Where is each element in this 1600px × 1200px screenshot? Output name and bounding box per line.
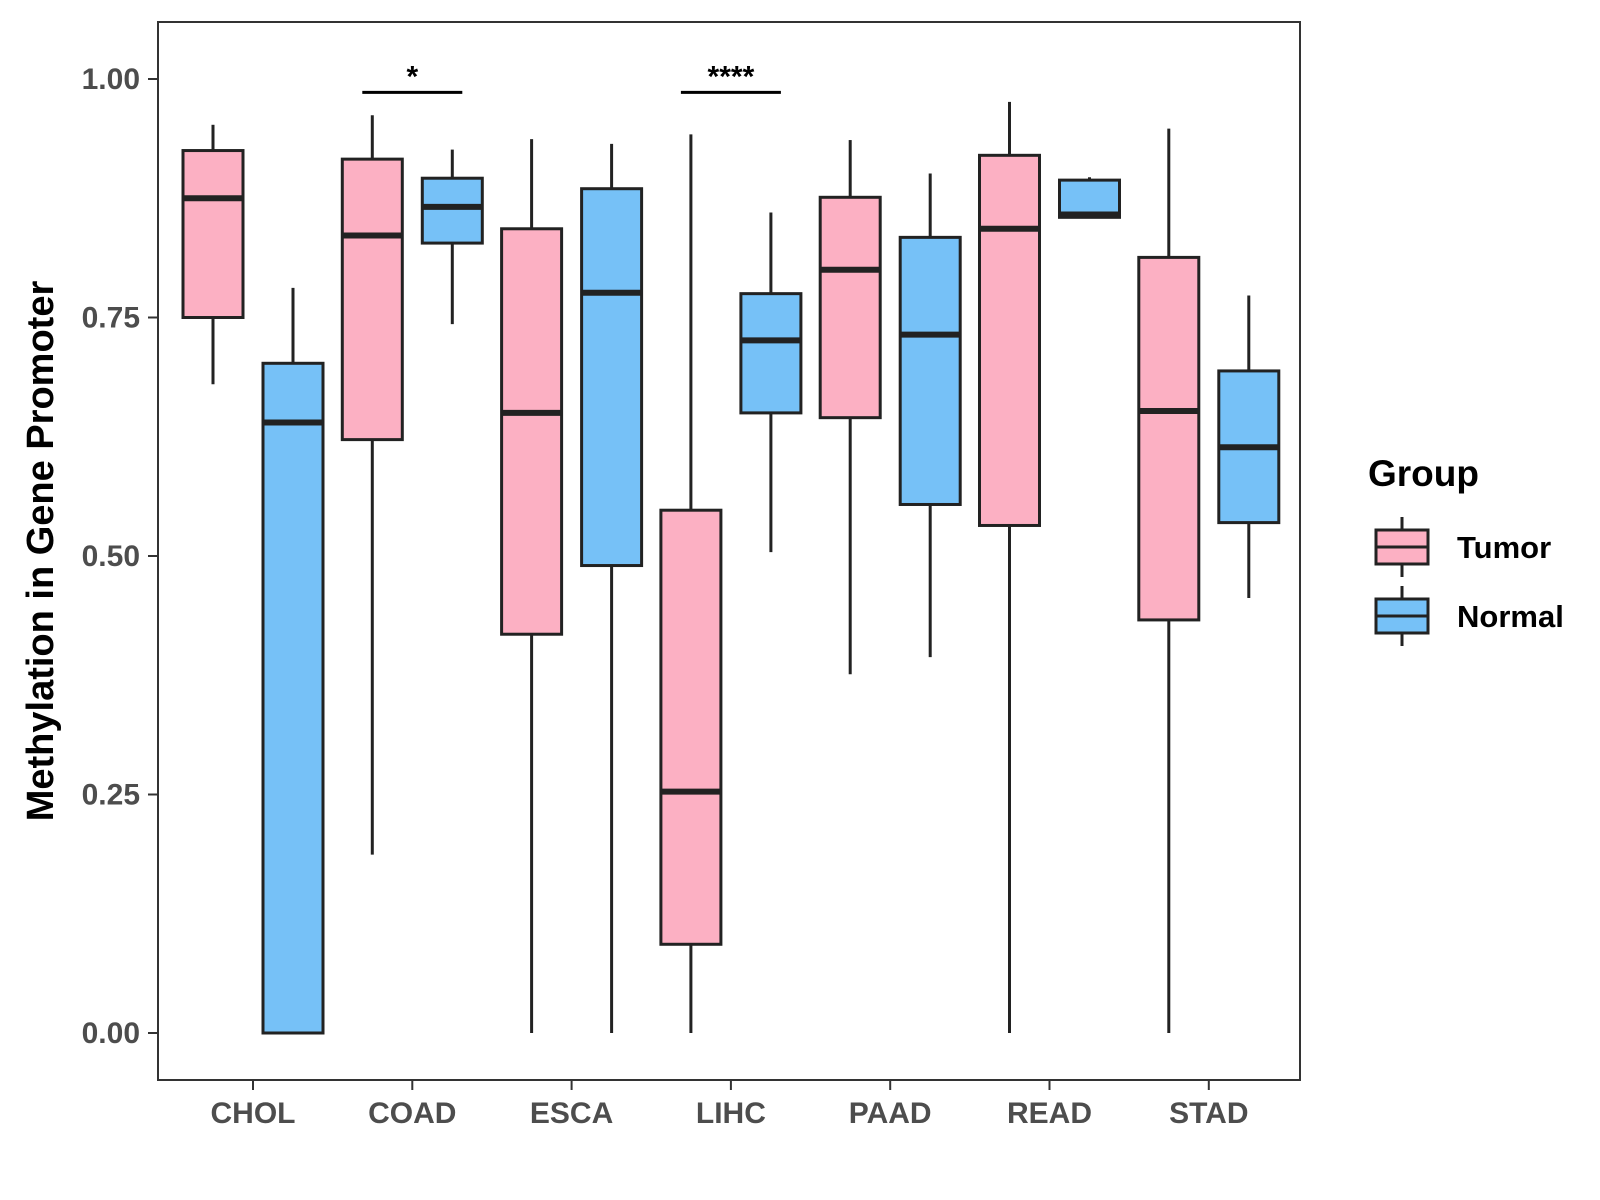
y-tick-label: 0.00 <box>82 1017 140 1050</box>
x-tick-label: READ <box>1007 1097 1092 1130</box>
box-body <box>818 195 882 420</box>
y-axis: 0.00 0.25 0.50 0.75 1.00 <box>82 63 158 1050</box>
legend-item-normal: Normal <box>1374 586 1564 646</box>
y-tick-label: 0.50 <box>82 540 140 573</box>
box-tumor-chol <box>181 124 245 385</box>
legend: Group Tumor Normal <box>1368 453 1564 646</box>
panel-border <box>157 21 1301 1081</box>
plot-area <box>181 101 1281 1035</box>
box-body <box>1137 255 1201 622</box>
box-tumor-paad <box>818 140 882 675</box>
box-body <box>659 508 723 946</box>
y-tick-label: 0.25 <box>82 779 140 812</box>
box-normal-stad <box>1217 295 1281 598</box>
significance-label: **** <box>708 60 755 93</box>
box-tumor-stad <box>1137 128 1201 1033</box>
box-body <box>739 292 803 415</box>
box-body <box>181 149 245 319</box>
box-body <box>978 153 1041 527</box>
x-tick-label: ESCA <box>530 1097 613 1130</box>
box-body <box>1058 178 1121 219</box>
x-tick-label: COAD <box>368 1097 456 1130</box>
box-tumor-read <box>978 101 1041 1033</box>
box-normal-chol <box>261 287 325 1035</box>
box-body <box>420 176 484 245</box>
x-tick-label: PAAD <box>849 1097 932 1130</box>
box-normal-esca <box>580 143 644 1033</box>
legend-label: Tumor <box>1457 530 1551 565</box>
legend-title: Group <box>1368 453 1479 494</box>
box-normal-coad <box>420 149 484 325</box>
x-axis: CHOL COAD ESCA LIHC PAAD READ STAD <box>211 1080 1249 1130</box>
y-tick-label: 1.00 <box>82 63 140 96</box>
box-normal-lihc <box>739 212 803 553</box>
x-tick-label: STAD <box>1169 1097 1248 1130</box>
box-body <box>898 235 962 506</box>
box-tumor-lihc <box>659 134 723 1033</box>
legend-item-tumor: Tumor <box>1374 517 1551 577</box>
panel-background <box>158 22 1300 1080</box>
box-body <box>340 157 404 442</box>
box-normal-read <box>1058 177 1121 219</box>
significance-annotations: * **** <box>362 60 781 94</box>
x-tick-label: CHOL <box>211 1097 296 1130</box>
y-axis-title: Methylation in Gene Promoter <box>20 281 62 822</box>
box-normal-paad <box>898 173 962 658</box>
box-body <box>580 187 644 568</box>
x-tick-label: LIHC <box>696 1097 766 1130</box>
significance-label: * <box>406 60 418 93</box>
box-tumor-esca <box>500 139 564 1033</box>
box-body <box>500 227 564 636</box>
box-tumor-coad <box>340 115 404 855</box>
box-body <box>261 361 325 1035</box>
legend-label: Normal <box>1457 599 1564 634</box>
y-tick-label: 0.75 <box>82 302 140 335</box>
